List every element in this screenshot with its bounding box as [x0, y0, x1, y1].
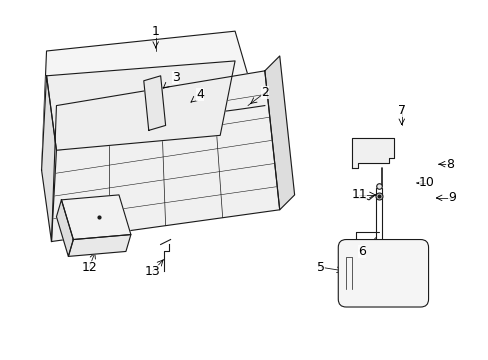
Text: 4: 4 [196, 88, 204, 101]
Polygon shape [51, 71, 279, 242]
Text: 8: 8 [446, 158, 453, 171]
Text: 10: 10 [418, 176, 434, 189]
Polygon shape [143, 76, 165, 130]
Text: 7: 7 [397, 104, 405, 117]
Polygon shape [41, 76, 56, 242]
FancyBboxPatch shape [338, 239, 427, 307]
Text: 1: 1 [151, 24, 159, 38]
Text: 3: 3 [171, 71, 179, 84]
Polygon shape [56, 200, 73, 256]
Text: 12: 12 [81, 261, 97, 274]
Polygon shape [68, 235, 131, 256]
Text: 13: 13 [144, 265, 160, 278]
Text: 9: 9 [447, 192, 455, 204]
Polygon shape [61, 195, 131, 239]
Polygon shape [351, 138, 393, 168]
Text: 11: 11 [350, 188, 366, 201]
Text: 2: 2 [261, 86, 268, 99]
Polygon shape [41, 31, 269, 170]
Text: 6: 6 [357, 245, 366, 258]
Polygon shape [46, 61, 235, 150]
Polygon shape [264, 56, 294, 210]
Text: 5: 5 [317, 261, 325, 274]
